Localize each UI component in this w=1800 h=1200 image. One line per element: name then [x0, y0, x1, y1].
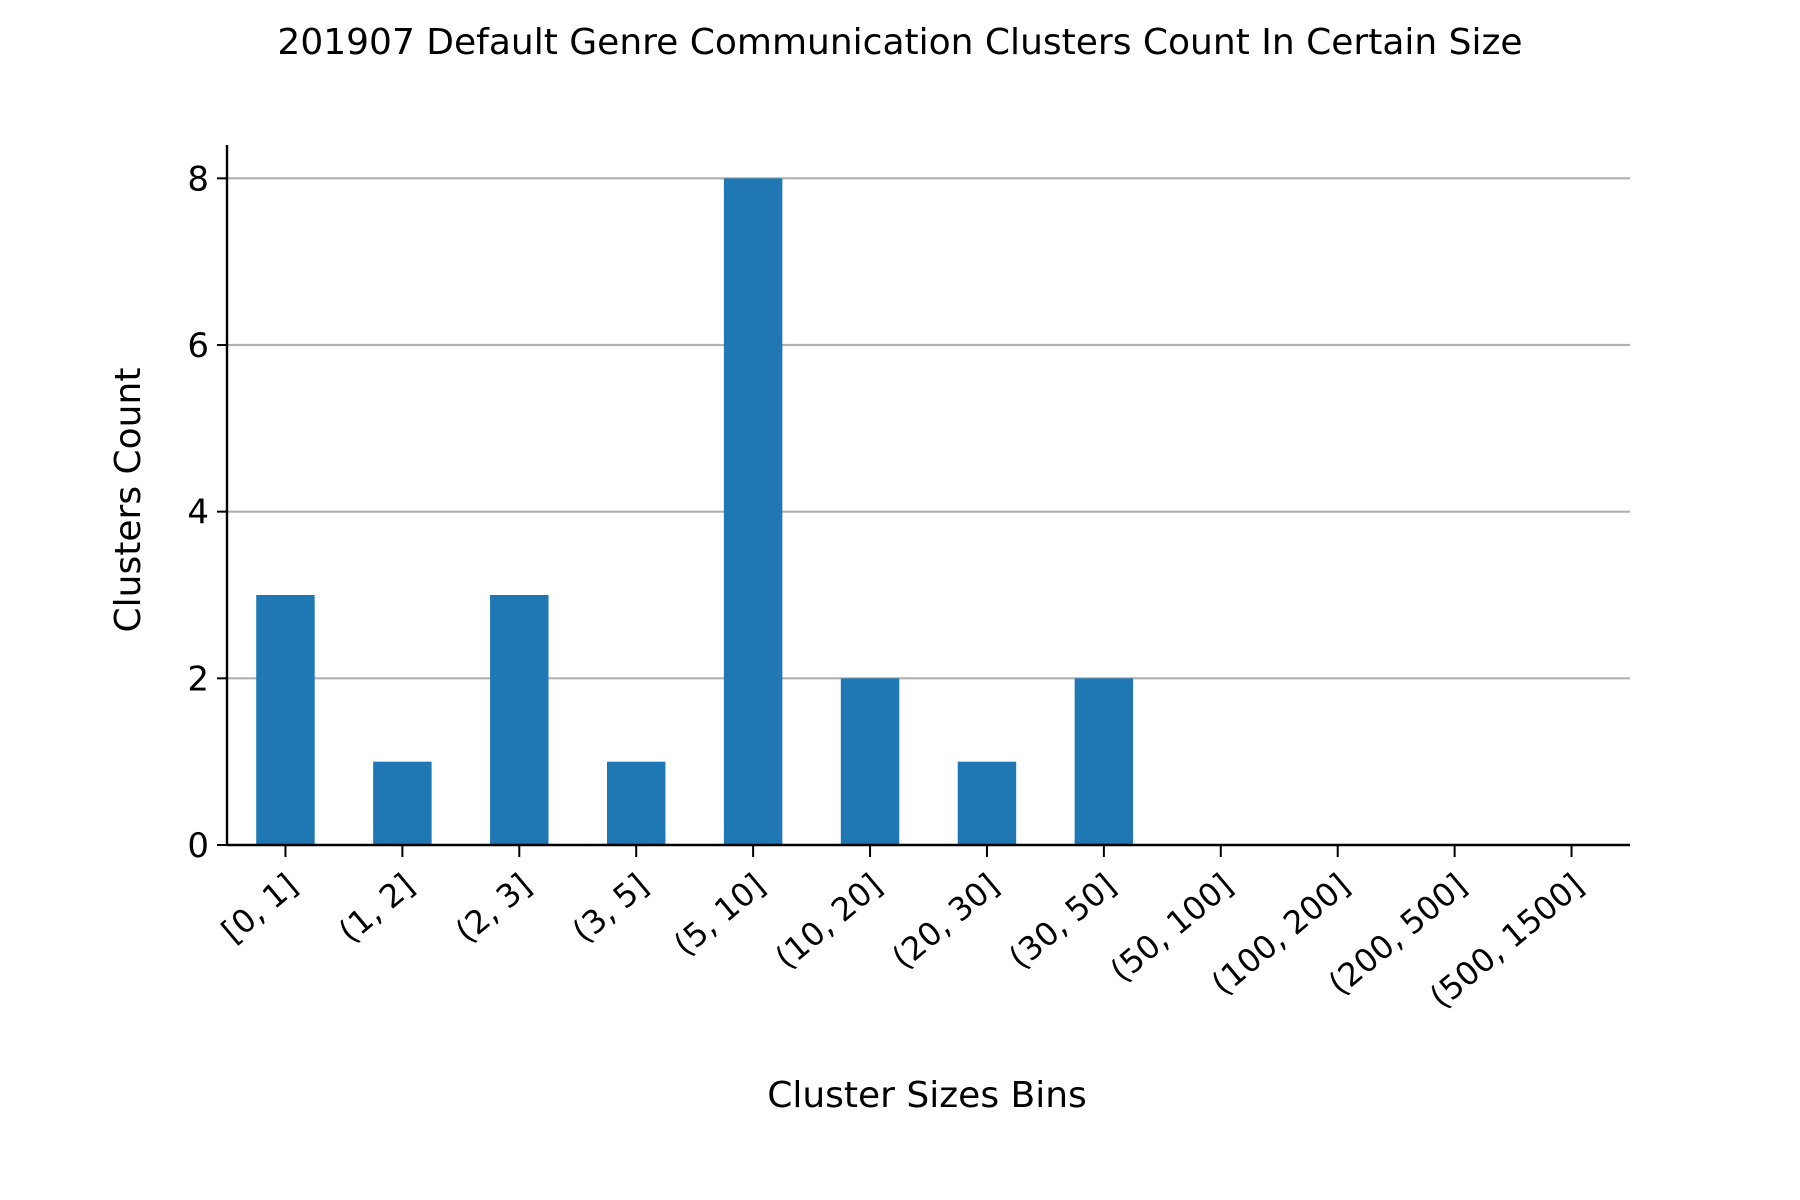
y-tick-label: 4 [187, 493, 209, 533]
bar-2 [490, 595, 549, 845]
y-axis-ticks: 0 2 4 6 8 [187, 159, 227, 866]
bar-7 [1074, 678, 1134, 845]
x-tick-label: [0, 1] [214, 866, 304, 950]
x-tick-label: (20, 30] [885, 866, 1007, 977]
y-tick-label: 0 [187, 826, 209, 866]
grid-lines [227, 177, 1630, 680]
x-tick-label: (2, 3] [448, 866, 538, 950]
y-tick-label: 8 [187, 159, 209, 199]
bar-0 [256, 595, 315, 845]
x-tick-label: (5, 10] [666, 866, 772, 963]
x-tick-label: (10, 20] [768, 866, 890, 977]
x-axis-ticks: [0, 1] (1, 2] (2, 3] (3, 5] (5, 10](10, 20](… [214, 845, 1591, 1016]
y-tick-label: 2 [187, 659, 209, 699]
bar-3 [606, 761, 666, 845]
bars [256, 178, 1134, 846]
x-tick-label: (1, 2] [331, 866, 421, 950]
x-axis-label: Cluster Sizes Bins [767, 1075, 1087, 1116]
bar-4 [723, 178, 783, 846]
y-axis-label: Clusters Count [108, 368, 149, 633]
y-tick-label: 6 [187, 326, 209, 366]
chart-title: 201907 Default Genre Communication Clust… [277, 22, 1522, 63]
axes [225, 145, 1630, 847]
bar-6 [957, 761, 1017, 845]
x-tick-label: (3, 5] [565, 866, 655, 950]
bar-1 [373, 761, 432, 845]
bar-5 [840, 678, 900, 845]
